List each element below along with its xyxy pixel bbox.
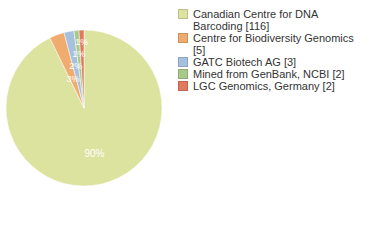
data-label: 1%	[72, 49, 85, 59]
legend-swatch	[178, 9, 188, 19]
legend-swatch	[178, 69, 188, 79]
data-label: 1%	[75, 37, 88, 47]
data-label: 90%	[85, 148, 105, 159]
chart: 90% 3% 2% 1% 1% Canadian Centre for DNA Barco…	[0, 0, 380, 240]
data-label: 3%	[67, 74, 80, 84]
legend-swatch	[178, 57, 188, 67]
legend-swatch	[178, 81, 188, 91]
legend-label: Mined from GenBank, NCBI [2]	[193, 68, 358, 80]
legend-label: Centre for Biodiversity Genomics [5]	[193, 32, 358, 56]
legend-label: LGC Genomics, Germany [2]	[193, 80, 358, 92]
legend-swatch	[178, 33, 188, 43]
data-label: 2%	[69, 61, 82, 71]
legend-label: Canadian Centre for DNA Barcoding [116]	[193, 8, 358, 32]
legend-label: GATC Biotech AG [3]	[193, 56, 358, 68]
pie-slice	[6, 30, 162, 186]
